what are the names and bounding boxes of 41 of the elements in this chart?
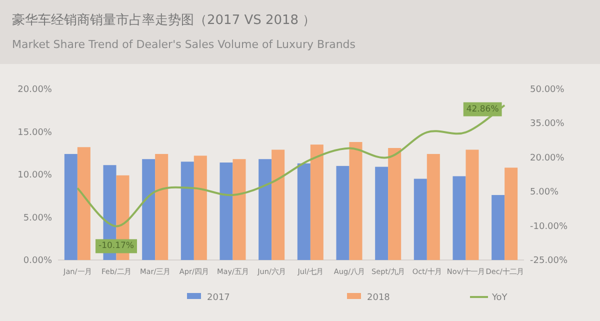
chart-title: 豪华车经销商销量市占率走势图（2017 VS 2018 ） <box>12 12 316 28</box>
bar <box>336 166 350 260</box>
y2-tick-label: 5.00% <box>530 188 560 198</box>
bar <box>180 162 194 260</box>
bar <box>492 195 505 260</box>
y2-tick-label: 20.00% <box>530 153 565 164</box>
bar <box>77 147 90 260</box>
bar <box>349 142 362 260</box>
bar <box>258 159 272 260</box>
bar <box>466 150 479 260</box>
legend-label: 2018 <box>367 293 390 303</box>
data-label: 42.86% <box>466 104 499 114</box>
bar <box>504 168 518 260</box>
legend-label: YoY <box>491 293 508 303</box>
legend-label: 2017 <box>207 293 230 303</box>
bar <box>310 144 324 260</box>
y2-tick-label: -10.00% <box>530 222 568 232</box>
y2-tick-label: 50.00% <box>530 85 565 95</box>
y-tick-label: 5.00% <box>23 213 52 224</box>
y-tick-label: 15.00% <box>18 128 52 138</box>
bar <box>426 154 440 260</box>
y2-tick-label: -25.00% <box>530 256 568 266</box>
bar <box>297 163 310 260</box>
y-tick-label: 0.00% <box>23 256 52 266</box>
bar <box>375 166 388 260</box>
bar <box>414 178 427 260</box>
data-label: -10.17% <box>98 241 134 252</box>
line-series <box>76 104 506 228</box>
bar <box>272 150 285 260</box>
bar <box>388 148 402 260</box>
bar <box>155 154 168 260</box>
bar <box>194 156 207 260</box>
bar <box>232 159 246 260</box>
chart-subtitle: Market Share Trend of Dealer's Sales Volume of Luxury Brands <box>12 38 356 51</box>
bar <box>64 154 78 260</box>
y2-tick-label: 35.00% <box>530 119 565 130</box>
bar <box>452 176 466 260</box>
bar <box>220 162 233 260</box>
bar <box>142 159 156 260</box>
y-tick-label: 20.00% <box>18 85 52 95</box>
y-tick-label: 10.00% <box>18 170 52 180</box>
